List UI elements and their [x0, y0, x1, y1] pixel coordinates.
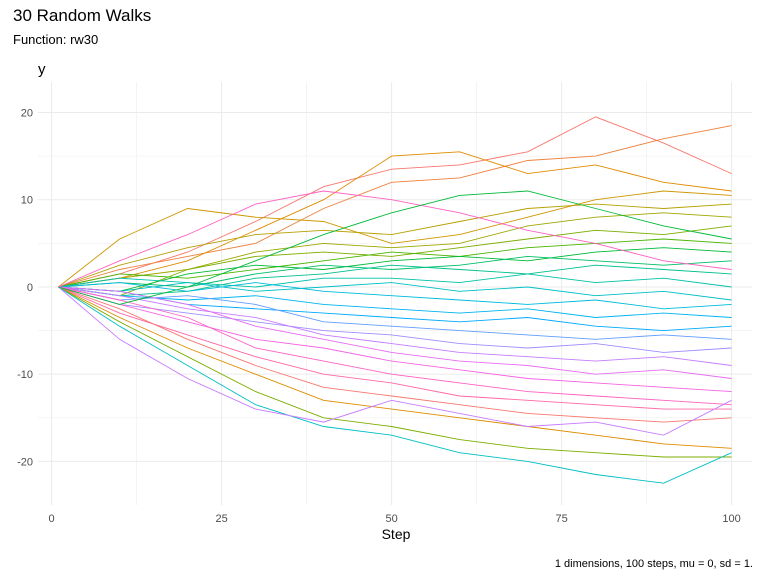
chart-subtitle: Function: rw30	[13, 32, 99, 47]
series-lines	[58, 116, 732, 484]
walk-line-1	[58, 116, 732, 288]
y-tick-label: 20	[21, 108, 33, 120]
walk-line-18	[58, 286, 732, 353]
walk-line-4	[58, 190, 732, 288]
x-axis-title: Step	[382, 526, 411, 542]
walk-line-9	[58, 247, 732, 292]
y-tick-label: 10	[21, 195, 33, 207]
chart-title: 30 Random Walks	[13, 6, 152, 25]
y-tick-label: -20	[17, 456, 33, 468]
walk-line-19	[58, 286, 732, 366]
walk-line-22	[58, 286, 732, 406]
walk-line-21	[58, 286, 732, 393]
x-tick-label: 100	[722, 513, 740, 525]
x-tick-label: 0	[49, 513, 55, 525]
y-axis-title: y	[38, 61, 46, 78]
walk-line-23	[58, 286, 732, 410]
x-tick-label: 25	[215, 513, 227, 525]
walk-line-25	[58, 286, 732, 449]
walk-line-13	[58, 282, 732, 301]
walk-line-28	[58, 286, 732, 436]
y-tick-label: -10	[17, 369, 33, 381]
walk-line-5	[58, 203, 732, 288]
walk-line-17	[58, 286, 732, 340]
y-tick-labels: -20 -10 0 10 20	[17, 108, 33, 469]
x-tick-label: 75	[555, 513, 567, 525]
walk-line-2	[58, 125, 732, 288]
walk-line-6	[58, 212, 732, 288]
walk-line-27	[58, 286, 732, 484]
walk-line-15	[58, 286, 732, 318]
x-tick-labels: 0 25 50 75 100	[49, 513, 741, 525]
walk-line-14	[58, 282, 732, 310]
walk-line-24	[58, 286, 732, 423]
walk-line-26	[58, 286, 732, 458]
walk-line-7	[58, 225, 732, 297]
walk-line-29	[58, 190, 732, 288]
walk-line-8	[58, 238, 732, 288]
walk-line-20	[58, 286, 732, 379]
y-tick-label: 0	[27, 282, 33, 294]
walk-line-3	[58, 151, 732, 288]
walk-line-30	[58, 190, 732, 305]
walk-line-12	[58, 273, 732, 288]
x-tick-label: 50	[385, 513, 397, 525]
chart-caption: 1 dimensions, 100 steps, mu = 0, sd = 1.	[554, 558, 753, 570]
